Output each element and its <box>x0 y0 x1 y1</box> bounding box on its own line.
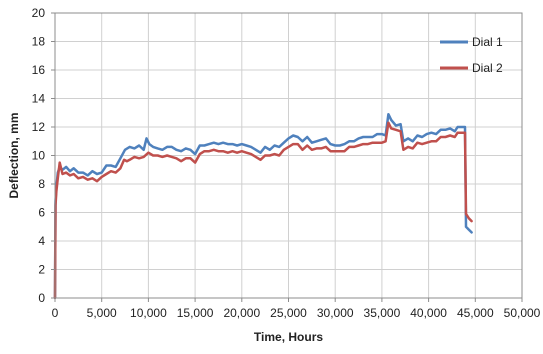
x-axis-title: Time, Hours <box>254 330 323 344</box>
y-tick-label: 12 <box>32 120 46 134</box>
y-tick-label: 18 <box>32 35 46 49</box>
y-tick-label: 14 <box>32 92 46 106</box>
series-line-dial-1 <box>53 112 473 300</box>
x-axis-ticks: 0 5,000 10,000 15,000 20,000 25,000 30,000 35,0… <box>52 298 541 320</box>
x-tick-label: 15,000 <box>177 306 214 320</box>
x-tick-label: 25,000 <box>270 306 307 320</box>
y-axis-title: Deflection, mm <box>7 112 21 198</box>
legend-label-dial-1: Dial 1 <box>472 35 503 49</box>
legend-label-dial-2: Dial 2 <box>472 61 503 75</box>
x-tick-label: 20,000 <box>223 306 260 320</box>
x-tick-label: 50,000 <box>504 306 541 320</box>
legend: Dial 1 Dial 2 <box>440 35 503 75</box>
x-tick-label: 30,000 <box>317 306 354 320</box>
y-tick-label: 10 <box>32 149 46 163</box>
y-tick-label: 2 <box>38 263 45 277</box>
x-tick-label: 5,000 <box>87 306 117 320</box>
y-tick-label: 4 <box>38 234 45 248</box>
x-tick-label: 45,000 <box>457 306 494 320</box>
y-axis-ticks: 0 2 4 6 8 10 12 14 16 18 20 <box>32 6 55 305</box>
y-tick-label: 8 <box>38 177 45 191</box>
x-tick-label: 40,000 <box>410 306 447 320</box>
y-tick-label: 6 <box>38 206 45 220</box>
series-lines <box>53 112 473 300</box>
x-tick-label: 35,000 <box>364 306 401 320</box>
series-line-dial-2 <box>53 121 473 300</box>
y-tick-label: 20 <box>32 6 46 20</box>
y-tick-label: 0 <box>38 291 45 305</box>
y-tick-label: 16 <box>32 63 46 77</box>
x-tick-label: 10,000 <box>130 306 167 320</box>
x-tick-label: 0 <box>52 306 59 320</box>
